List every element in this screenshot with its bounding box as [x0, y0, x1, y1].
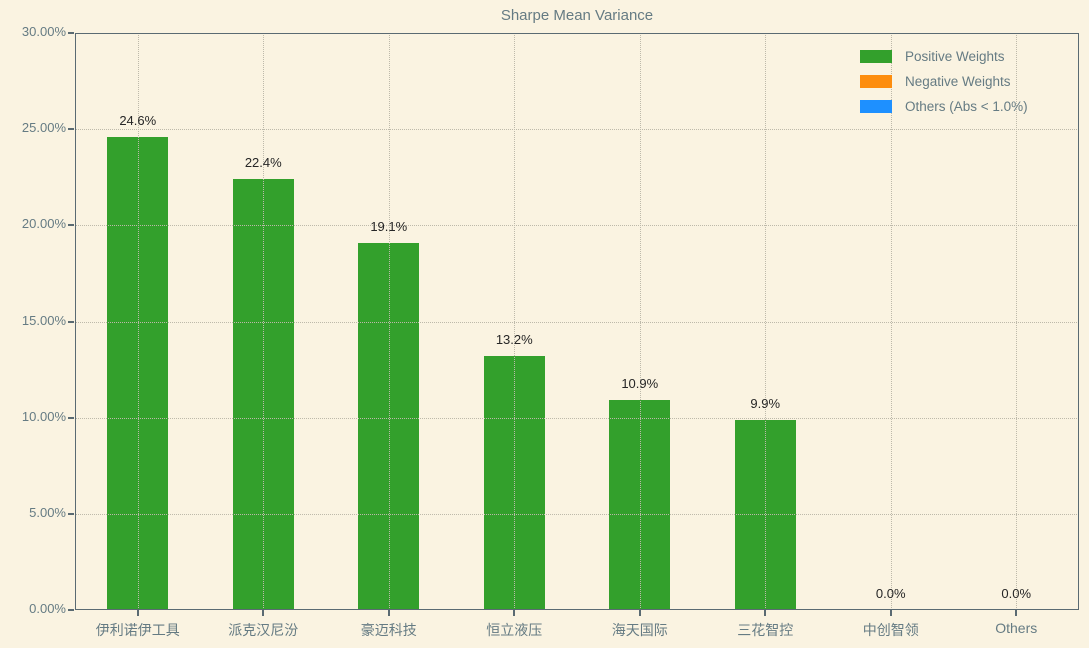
x-tick [638, 610, 641, 616]
bar-value-label: 10.9% [621, 376, 659, 392]
legend-item-negative-weights: Negative Weights [860, 69, 1028, 94]
x-tick-label: 恒立液压 [486, 622, 543, 638]
y-tick-label: 10.00% [21, 408, 66, 424]
bar-value-label: 19.1% [370, 218, 408, 234]
legend-item-positive-weights: Positive Weights [860, 44, 1028, 69]
x-tick [387, 610, 390, 616]
legend-label: Positive Weights [905, 49, 1005, 64]
legend-label: Negative Weights [905, 74, 1011, 89]
x-tick [889, 610, 892, 616]
h-gridline [75, 513, 1079, 515]
bar-value-label: 24.6% [119, 112, 157, 128]
bar-value-label: 0.0% [875, 586, 906, 601]
y-tick [68, 224, 74, 227]
x-tick-label: 中创智领 [862, 622, 919, 638]
x-tick-label: 豪迈科技 [360, 622, 417, 638]
v-gridline [137, 33, 139, 610]
bar-value-label: 0.0% [1001, 586, 1032, 601]
h-gridline [75, 129, 1079, 131]
legend: Positive Weights Negative Weights Others… [860, 44, 1028, 119]
x-tick [136, 610, 139, 616]
y-tick [68, 609, 74, 611]
x-tick [513, 610, 516, 616]
v-gridline [639, 33, 641, 610]
v-gridline [1016, 33, 1018, 610]
x-tick [262, 610, 265, 616]
bar-value-label: 9.9% [750, 395, 781, 411]
bar-value-label: 22.4% [244, 155, 282, 171]
x-tick [764, 610, 767, 616]
y-tick-label: 20.00% [21, 216, 66, 232]
v-gridline [388, 33, 390, 610]
x-tick [1015, 610, 1018, 616]
y-tick-label: 15.00% [21, 312, 66, 328]
y-tick-label: 30.00% [21, 24, 66, 39]
v-gridline [890, 33, 892, 610]
chart-title: Sharpe Mean Variance [500, 7, 654, 24]
h-gridline [75, 321, 1079, 323]
legend-label: Others (Abs < 1.0%) [905, 99, 1028, 114]
x-tick-label: 三花智控 [737, 622, 794, 638]
others-swatch-icon [860, 100, 892, 113]
y-tick [68, 128, 74, 131]
y-tick-label: 25.00% [21, 120, 66, 136]
legend-item-others: Others (Abs < 1.0%) [860, 94, 1028, 119]
bar-value-label: 13.2% [495, 332, 533, 348]
x-tick-label: 派克汉尼汾 [228, 622, 299, 638]
y-tick [68, 320, 74, 323]
y-tick [68, 512, 74, 515]
v-gridline [263, 33, 265, 610]
x-tick-label: 海天国际 [611, 622, 668, 638]
v-gridline [514, 33, 516, 610]
h-gridline [75, 225, 1079, 227]
positive-weights-swatch-icon [860, 50, 892, 63]
v-gridline [765, 33, 767, 610]
y-tick [68, 32, 74, 34]
h-gridline [75, 417, 1079, 419]
x-tick-label: Others [995, 620, 1038, 636]
y-tick-label: 0.00% [29, 601, 66, 616]
y-tick-label: 5.00% [29, 504, 66, 520]
negative-weights-swatch-icon [860, 75, 892, 88]
y-tick [68, 416, 74, 419]
x-tick-label: 伊利诺伊工具 [95, 622, 180, 638]
